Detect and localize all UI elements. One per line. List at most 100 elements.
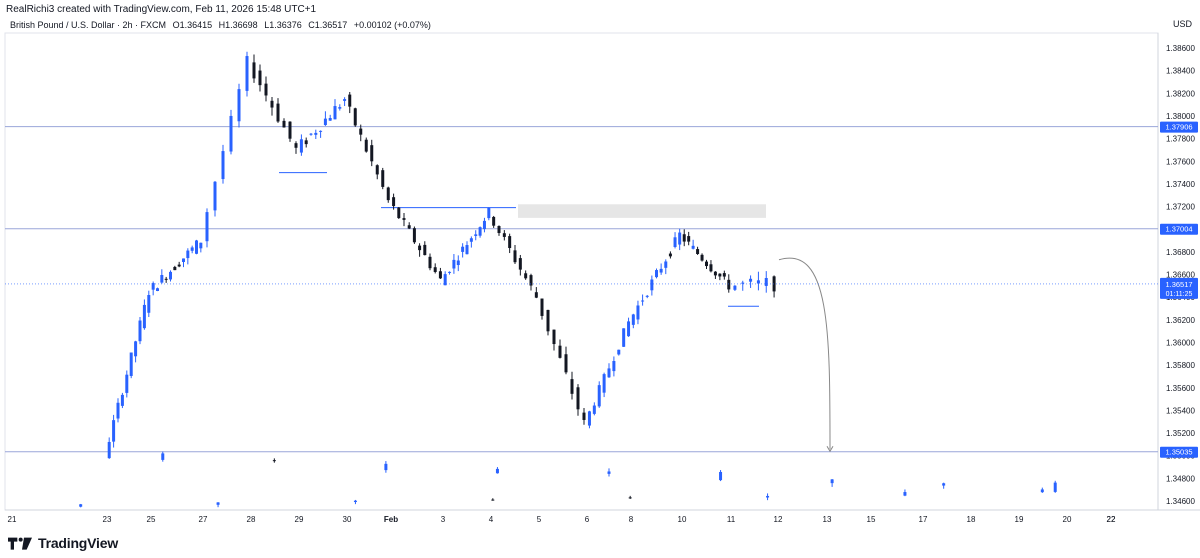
- bearish-candle: [558, 339, 562, 359]
- candle-body: [397, 207, 401, 219]
- candle-body: [177, 264, 181, 267]
- bullish-candle: [749, 275, 753, 288]
- bullish-candle: [116, 398, 120, 423]
- bearish-candle: [582, 407, 586, 425]
- candle-body: [443, 274, 447, 286]
- candle-body: [338, 107, 342, 109]
- candle-body: [264, 83, 268, 96]
- bearish-candle: [668, 251, 672, 259]
- candle-body: [756, 280, 760, 284]
- candle-body: [513, 250, 517, 263]
- bullish-candle: [456, 255, 460, 272]
- bearish-candle: [492, 215, 496, 228]
- bullish-candle: [156, 287, 159, 292]
- candle-body: [164, 278, 168, 280]
- candle-body: [766, 495, 770, 498]
- candle-body: [252, 62, 256, 79]
- x-tick-label: 11: [727, 515, 736, 524]
- candle-body: [502, 233, 506, 237]
- bearish-candle: [628, 495, 632, 499]
- supply-zone: [518, 204, 766, 218]
- candle-body: [719, 471, 723, 481]
- candle-body: [428, 256, 432, 269]
- bullish-candle: [195, 239, 198, 255]
- bearish-candle: [423, 241, 427, 256]
- bearish-candle: [364, 137, 368, 153]
- bearish-candle: [282, 118, 286, 128]
- bearish-candle: [682, 229, 686, 247]
- candle-body: [1053, 482, 1057, 492]
- candle-body: [147, 295, 151, 313]
- bearish-candle: [570, 371, 574, 400]
- bullish-candle: [764, 271, 768, 293]
- level-price-badge: [1160, 446, 1198, 458]
- bullish-candle: [237, 83, 241, 128]
- y-tick-label: 1.37600: [1166, 157, 1195, 166]
- candle-body: [540, 298, 544, 316]
- candle-body: [727, 279, 731, 290]
- bullish-candle: [612, 356, 616, 377]
- candle-body: [664, 261, 668, 268]
- candle-body: [474, 234, 478, 236]
- candle-body: [160, 275, 164, 283]
- bearish-candle: [370, 139, 374, 167]
- projection-arrowhead: [826, 446, 834, 453]
- bullish-candle: [443, 271, 447, 286]
- x-tick-label: 10: [678, 515, 687, 524]
- bullish-candle: [120, 392, 124, 409]
- candle-body: [508, 236, 512, 249]
- bullish-candle: [314, 129, 318, 140]
- bearish-candle: [705, 259, 708, 270]
- bearish-candle: [348, 91, 352, 114]
- candle-body: [1040, 489, 1044, 493]
- y-tick-label: 1.37800: [1166, 135, 1195, 144]
- bearish-candle: [497, 225, 501, 236]
- candle-body: [205, 212, 209, 242]
- candle-body: [151, 283, 155, 290]
- bullish-candle: [160, 269, 164, 284]
- candle-body: [659, 268, 663, 273]
- bearish-candle: [252, 54, 256, 83]
- x-tick-label: 6: [585, 515, 590, 524]
- candle-body: [134, 341, 138, 357]
- candle-body: [668, 253, 672, 257]
- candle-body: [558, 345, 562, 358]
- candle-body: [272, 460, 276, 462]
- bearish-candle: [270, 97, 274, 116]
- candle-body: [631, 314, 635, 325]
- candle-body: [213, 181, 217, 211]
- candle-body: [607, 471, 611, 474]
- candle-body: [903, 492, 907, 496]
- candle-body: [319, 130, 323, 132]
- candle-body: [392, 197, 396, 207]
- x-tick-label: 29: [295, 515, 304, 524]
- bullish-candle: [592, 402, 596, 416]
- y-tick-label: 1.35200: [1166, 429, 1195, 438]
- candle-body: [627, 321, 631, 337]
- bullish-candle: [323, 111, 327, 126]
- candles-group: [79, 51, 1057, 508]
- bullish-candle: [79, 503, 83, 508]
- candle-body: [190, 247, 194, 251]
- bearish-candle: [713, 271, 717, 279]
- open-value: O1.36415: [172, 20, 213, 30]
- x-tick-label: 23: [103, 515, 112, 524]
- bullish-candle: [125, 370, 129, 398]
- candle-body: [348, 94, 352, 107]
- x-tick-label: 30: [343, 515, 352, 524]
- bearish-candle: [276, 98, 280, 123]
- candle-body: [524, 273, 528, 279]
- bullish-candle: [719, 470, 723, 482]
- bearish-candle: [722, 270, 726, 280]
- candle-body: [423, 244, 427, 256]
- bearish-candle: [772, 275, 776, 298]
- candle-body: [299, 139, 303, 153]
- bearish-candle: [513, 245, 517, 264]
- bearish-candle: [576, 384, 580, 416]
- bearish-candle: [546, 309, 550, 336]
- projection-arrow: [778, 257, 831, 450]
- bullish-candle: [353, 499, 357, 505]
- candle-body: [456, 260, 460, 266]
